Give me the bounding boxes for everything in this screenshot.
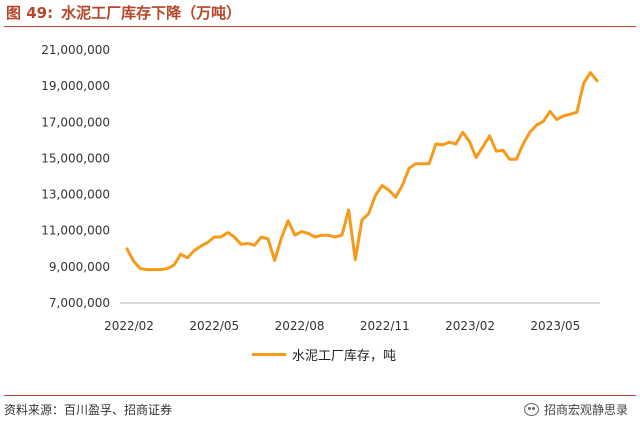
x-tick-label: 2022/02 xyxy=(104,319,154,333)
legend-label: 水泥工厂库存，吨 xyxy=(292,348,397,364)
y-tick-label: 19,000,000 xyxy=(41,79,110,93)
chart-title: 图 49: 水泥工厂库存下降（万吨） xyxy=(6,2,634,26)
legend-swatch xyxy=(252,352,286,356)
y-tick-label: 13,000,000 xyxy=(41,188,110,202)
chart-area: 7,000,000 9,000,000 11,000,000 13,000,000 15… xyxy=(41,43,600,333)
x-tick-label: 2022/08 xyxy=(275,319,325,333)
y-tick-label: 9,000,000 xyxy=(49,260,110,274)
y-tick-label: 11,000,000 xyxy=(41,224,110,238)
x-tick-label: 2022/11 xyxy=(360,319,410,333)
series-line xyxy=(125,71,599,272)
y-tick-label: 7,000,000 xyxy=(49,296,110,310)
x-tick-label: 2023/02 xyxy=(445,319,495,333)
figure-title: 水泥工厂库存下降（万吨） xyxy=(61,4,242,22)
y-tick-label: 21,000,000 xyxy=(41,43,110,57)
wechat-icon xyxy=(523,403,539,416)
brand-label: 招商宏观静思录 xyxy=(543,403,628,417)
y-tick-label: 15,000,000 xyxy=(41,151,110,165)
title-divider xyxy=(4,26,636,27)
brand-watermark: 招商宏观静思录 xyxy=(523,401,628,418)
x-tick-label: 2022/05 xyxy=(189,319,239,333)
y-tick-label: 17,000,000 xyxy=(41,115,110,129)
source-note: 资料来源：百川盈孚、招商证券 xyxy=(4,403,173,417)
legend: 水泥工厂库存，吨 xyxy=(252,344,396,364)
footer-divider xyxy=(4,395,636,396)
x-tick-label: 2023/05 xyxy=(530,319,580,333)
figure-number: 图 49: xyxy=(6,4,54,22)
